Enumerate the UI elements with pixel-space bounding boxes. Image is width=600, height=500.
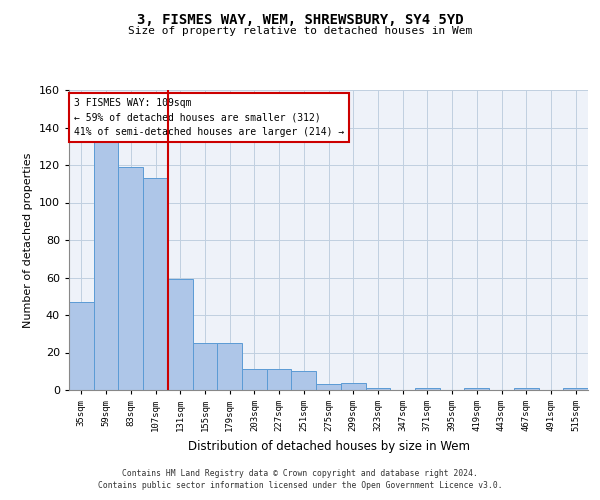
Bar — [464, 388, 489, 390]
Y-axis label: Number of detached properties: Number of detached properties — [23, 152, 33, 328]
Bar — [316, 384, 341, 390]
Bar — [415, 388, 440, 390]
Bar — [94, 138, 118, 390]
Bar — [217, 343, 242, 390]
Text: Contains HM Land Registry data © Crown copyright and database right 2024.
Contai: Contains HM Land Registry data © Crown c… — [98, 468, 502, 490]
Bar — [242, 370, 267, 390]
Bar — [292, 371, 316, 390]
Bar — [143, 178, 168, 390]
Bar — [365, 388, 390, 390]
Bar — [267, 370, 292, 390]
Bar — [193, 343, 217, 390]
Text: 3, FISMES WAY, WEM, SHREWSBURY, SY4 5YD: 3, FISMES WAY, WEM, SHREWSBURY, SY4 5YD — [137, 12, 463, 26]
Bar — [168, 280, 193, 390]
X-axis label: Distribution of detached houses by size in Wem: Distribution of detached houses by size … — [187, 440, 470, 452]
Bar — [563, 388, 588, 390]
Text: Size of property relative to detached houses in Wem: Size of property relative to detached ho… — [128, 26, 472, 36]
Bar — [341, 382, 365, 390]
Bar — [69, 302, 94, 390]
Text: 3 FISMES WAY: 109sqm
← 59% of detached houses are smaller (312)
41% of semi-deta: 3 FISMES WAY: 109sqm ← 59% of detached h… — [74, 98, 344, 137]
Bar — [514, 388, 539, 390]
Bar — [118, 167, 143, 390]
